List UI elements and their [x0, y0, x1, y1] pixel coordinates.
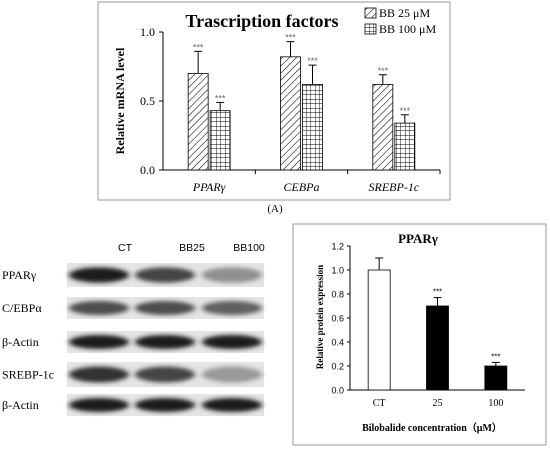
- protein-y-tick-label: 1.0: [331, 266, 344, 276]
- blot-band: [202, 300, 262, 316]
- mrna-y-tick-label: 0.5: [140, 94, 155, 108]
- mrna-legend-swatch: [364, 23, 377, 35]
- mrna-bar: [302, 84, 323, 171]
- mrna-significance: ***: [193, 42, 204, 52]
- protein-significance: ***: [491, 352, 500, 361]
- blot-band: [135, 300, 195, 316]
- panel-a-label: (A): [267, 203, 283, 215]
- blot-row-label: PPARγ: [2, 268, 37, 282]
- blot-band: [69, 267, 129, 283]
- blot-band: [135, 366, 195, 383]
- mrna-bar: [372, 84, 394, 171]
- blot-row-label: C/EBPα: [2, 301, 42, 315]
- blot-band: [135, 397, 195, 413]
- protein-bar: [484, 365, 508, 391]
- blot-band: [135, 267, 195, 283]
- protein-chart: PPARγ Relative protein expression Biloba…: [292, 223, 547, 446]
- mrna-bar: [280, 56, 301, 171]
- protein-y-tick-label: 1.2: [331, 242, 344, 252]
- mrna-significance: ***: [400, 106, 411, 116]
- western-blot: CT BB25 BB100 PPARγ C/EBPα β-Actin SREBP-1c β-…: [2, 242, 265, 416]
- protein-x-tick-label: 100: [488, 398, 503, 409]
- mrna-bar: [209, 110, 231, 171]
- protein-chart-frame: [292, 223, 547, 446]
- protein-significance: ***: [433, 288, 442, 297]
- mrna-x-tick-label: PPARγ: [192, 180, 226, 194]
- mrna-legend-label: BB 100 μM: [379, 22, 436, 36]
- mrna-bar: [187, 73, 209, 171]
- blot-lane-label: BB25: [179, 242, 205, 254]
- blot-lane-label: CT: [118, 242, 133, 254]
- mrna-significance: ***: [215, 93, 226, 103]
- blot-band: [202, 334, 262, 350]
- blot-row-label: SREBP-1c: [2, 368, 54, 382]
- mrna-chart-title: Trascription factors: [185, 11, 338, 31]
- mrna-y-tick-label: 0.0: [140, 163, 155, 177]
- protein-x-axis-label: Bilobalide concentration（μM）: [362, 421, 502, 434]
- mrna-significance: ***: [307, 56, 318, 66]
- mrna-legend-label: BB 25 μM: [379, 6, 430, 20]
- blot-band: [69, 366, 129, 383]
- protein-y-axis-label: Relative protein expression: [315, 265, 325, 369]
- protein-chart-title: PPARγ: [398, 231, 438, 246]
- protein-y-tick-label: 0.0: [331, 386, 344, 396]
- blot-band: [202, 267, 262, 283]
- mrna-y-tick-label: 1.0: [140, 25, 155, 39]
- protein-bar: [367, 269, 391, 391]
- blot-band: [202, 397, 262, 413]
- mrna-y-axis-label: Relative mRNA level: [113, 47, 127, 154]
- protein-x-tick-label: 25: [433, 398, 443, 409]
- protein-y-tick-label: 0.6: [331, 314, 344, 324]
- mrna-bar: [394, 122, 416, 171]
- mrna-x-tick-label: CEBPa: [284, 180, 320, 194]
- mrna-chart: Trascription factors Relative mRNA level…: [97, 1, 451, 201]
- protein-y-tick-label: 0.8: [331, 290, 344, 300]
- protein-x-tick-label: CT: [373, 398, 386, 409]
- blot-row-label: β-Actin: [2, 335, 39, 349]
- mrna-significance: ***: [285, 33, 296, 43]
- mrna-chart-frame: [97, 1, 451, 201]
- mrna-legend-swatch: [364, 7, 377, 19]
- protein-y-tick-label: 0.2: [331, 362, 344, 372]
- blot-band: [69, 334, 129, 350]
- protein-bar: [426, 305, 449, 391]
- blot-lane-label: BB100: [233, 242, 265, 254]
- blot-band: [202, 366, 262, 383]
- blot-band: [135, 334, 195, 350]
- blot-band: [69, 397, 129, 413]
- protein-y-tick-label: 0.4: [331, 338, 344, 348]
- mrna-x-tick-label: SREBP-1c: [369, 180, 420, 194]
- mrna-significance: ***: [378, 66, 389, 76]
- blot-row-label: β-Actin: [2, 398, 39, 412]
- blot-band: [69, 300, 129, 316]
